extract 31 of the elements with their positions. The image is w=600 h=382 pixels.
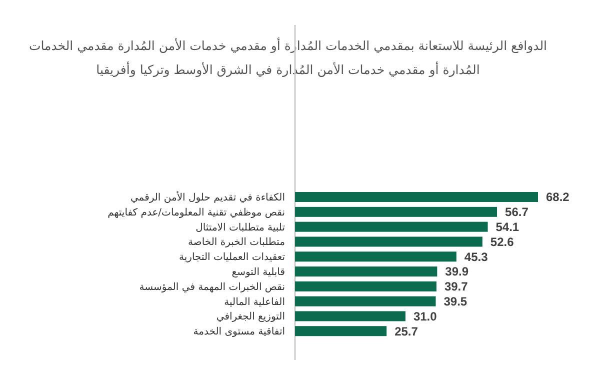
data-label: 39.5 [444, 294, 468, 308]
bar [295, 311, 406, 322]
bar [295, 266, 438, 276]
y-tick-label: قابلية التوسع [232, 267, 286, 278]
data-label: 39.7 [444, 280, 468, 294]
bar [295, 281, 436, 292]
data-label: 31.0 [413, 309, 438, 324]
bar [295, 236, 482, 247]
data-label: 45.3 [464, 250, 488, 264]
bar [295, 252, 456, 262]
data-label: 52.6 [490, 234, 514, 249]
y-tick-label: اتفاقية مستوى الخدمة [193, 326, 285, 338]
data-label: 68.2 [546, 190, 570, 204]
y-tick-label: التوزيع الجغرافي [216, 312, 285, 323]
y-tick-label: تعقيدات العمليات التجارية [178, 252, 286, 264]
bar [295, 326, 387, 336]
data-label: 54.1 [496, 220, 520, 234]
bar [295, 222, 488, 232]
bar [295, 296, 436, 306]
data-label: 56.7 [505, 205, 529, 220]
y-tick-label: الكفاءة في تقديم حلول الأمن الرقمي [130, 190, 285, 204]
y-tick-label: نقص موظفي تقنية المعلومات/عدم كفايتهم [108, 207, 285, 218]
y-tick-label: نقص الخبرات المهمة في المؤسسة [139, 282, 285, 293]
y-tick-label: تلبية متطلبات الامتثال [196, 222, 286, 234]
data-label: 25.7 [394, 324, 418, 338]
y-tick-label: متطلبات الخبرة الخاصة [188, 237, 285, 248]
bar [295, 192, 538, 202]
y-tick-label: الفاعلية المالية [224, 296, 285, 308]
data-label: 39.9 [445, 264, 469, 279]
bar [295, 206, 498, 217]
chart-title: الدوافع الرئيسة للاستعانة بمقدمي الخدمات المُدارة أو مقدمي خدمات الأمن المُدارة مقدمي الخدمات المُدارة أو مقدمي خدمات الأمن المُدارة في الشرق الأوسط وتركيا وأفريقيا [28, 37, 548, 78]
